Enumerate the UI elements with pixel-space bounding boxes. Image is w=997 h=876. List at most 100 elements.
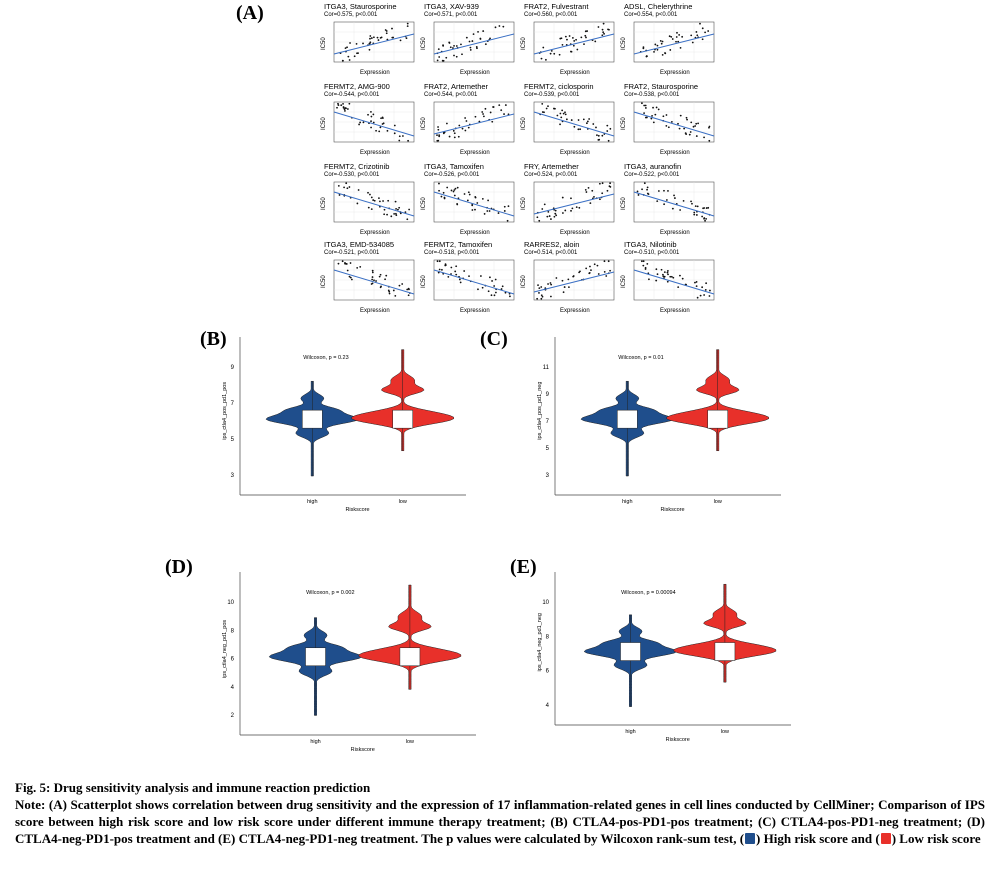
scatterplot-canvas: IC50 Expression — [621, 259, 715, 314]
scatter-point — [349, 262, 352, 264]
scatter-point — [502, 25, 505, 28]
scatter-point — [690, 200, 692, 203]
scatter-point — [381, 123, 384, 125]
y-tick-label: 10 — [542, 600, 549, 606]
scatter-point — [346, 46, 348, 49]
scatter-point — [540, 286, 543, 288]
scatter-ylabel: IC50 — [421, 275, 427, 288]
fit-line — [333, 269, 415, 295]
scatter-point — [643, 112, 645, 115]
scatterplot: FERMT2, ciclosporin Cor=-0.539, p<0.001 IC… — [520, 82, 632, 160]
scatter-point — [372, 121, 375, 124]
panel-label-a: (A) — [236, 2, 264, 24]
x-group-label: low — [406, 739, 414, 745]
scatter-point — [606, 189, 609, 192]
scatter-point — [452, 190, 455, 193]
scatterplot-canvas: IC50 Expression — [421, 101, 515, 156]
scatter-point — [606, 124, 609, 127]
scatter-point — [458, 124, 461, 127]
boxplot-box — [714, 642, 736, 661]
scatter-point — [456, 203, 459, 206]
boxplot-box — [305, 647, 326, 667]
scatterplot-title: FERMT2, AMG-900 — [324, 82, 390, 91]
scatter-point — [447, 275, 450, 278]
scatter-point — [593, 263, 596, 266]
scatter-point — [662, 273, 664, 276]
scatter-point — [672, 276, 675, 279]
scatterplot-stat: Cor=-0.530, p<0.001 — [324, 172, 380, 178]
violin-ylabel: ips_ctla4_pos_pd1_neg — [537, 382, 543, 440]
scatter-point — [656, 44, 659, 47]
scatter-point — [696, 34, 699, 37]
scatter-point — [398, 135, 401, 138]
scatterplot-stat: Cor=0.524, p<0.001 — [524, 172, 578, 178]
caption-body: Note: (A) Scatterplot shows correlation … — [15, 796, 985, 847]
scatter-point — [571, 207, 574, 210]
scatter-point — [469, 46, 472, 49]
scatter-point — [378, 275, 381, 278]
y-tick-label: 4 — [231, 685, 235, 691]
scatter-point — [653, 50, 655, 53]
fit-line — [433, 269, 515, 295]
scatterplot: FERMT2, Crizotinib Cor=-0.530, p<0.001 IC5… — [320, 162, 432, 240]
scatter-point — [644, 107, 647, 109]
scatter-point — [385, 32, 388, 35]
violin-xlabel: Riskscore — [660, 507, 684, 513]
scatter-point — [575, 206, 578, 209]
scatter-point — [665, 114, 668, 116]
scatter-point — [349, 276, 352, 279]
scatter-point — [368, 48, 371, 51]
scatter-point — [350, 278, 353, 281]
scatter-point — [671, 38, 674, 40]
scatter-point — [661, 40, 664, 43]
scatter-point — [337, 184, 340, 187]
scatter-point — [380, 117, 382, 120]
scatter-point — [383, 208, 386, 211]
scatter-point — [395, 214, 398, 217]
scatter-point — [679, 274, 681, 277]
scatter-point — [677, 122, 679, 125]
scatter-point — [603, 32, 605, 35]
wilcoxon-pvalue: Wilcoxon, p = 0.00094 — [621, 590, 676, 596]
high-risk-swatch — [745, 833, 756, 844]
scatter-point — [660, 42, 663, 45]
scatter-point — [345, 263, 348, 265]
scatter-point — [440, 195, 443, 198]
scatter-point — [675, 36, 678, 38]
scatter-point — [646, 188, 648, 191]
scatter-point — [668, 35, 671, 38]
scatter-point — [474, 195, 477, 198]
scatterplot-stat: Cor=-0.522, p<0.001 — [624, 172, 680, 178]
scatter-point — [693, 211, 696, 214]
panel-label-c: (C) — [480, 328, 508, 350]
scatter-point — [341, 59, 344, 62]
scatter-point — [480, 275, 482, 277]
scatter-point — [656, 273, 659, 276]
scatter-point — [678, 127, 681, 130]
scatter-point — [448, 41, 451, 44]
scatter-point — [482, 30, 485, 32]
scatter-point — [362, 42, 364, 45]
fit-line — [633, 33, 715, 55]
scatter-point — [602, 31, 605, 34]
scatter-point — [378, 130, 381, 133]
scatter-point — [564, 113, 567, 116]
x-group-label: high — [310, 739, 320, 745]
scatter-point — [341, 260, 344, 263]
scatter-point — [701, 215, 704, 218]
fit-line — [533, 111, 615, 137]
scatter-point — [489, 276, 491, 279]
y-tick-label: 7 — [546, 419, 550, 425]
y-tick-label: 9 — [231, 365, 235, 371]
scatter-point — [587, 186, 590, 189]
scatter-point — [579, 128, 582, 131]
scatter-point — [337, 102, 339, 105]
scatter-point — [506, 219, 509, 222]
scatter-point — [570, 197, 572, 200]
scatter-point — [670, 275, 673, 278]
scatter-point — [601, 192, 604, 195]
scatter-point — [681, 277, 684, 280]
scatter-point — [501, 285, 504, 288]
scatterplot-title: ITGA3, Nilotinib — [624, 240, 677, 249]
boxplot-box — [392, 409, 413, 429]
